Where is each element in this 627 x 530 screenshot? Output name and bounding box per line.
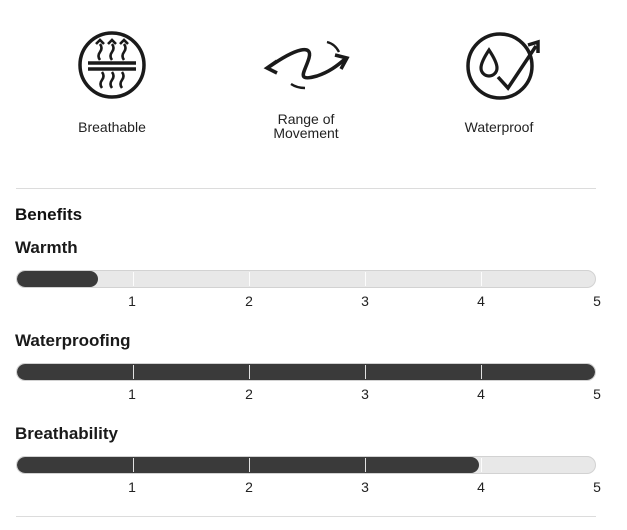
rating-bar — [16, 363, 596, 381]
rating-fill — [17, 271, 98, 287]
scale-tick — [365, 365, 366, 379]
scale-tick — [133, 272, 134, 286]
benefit-waterproofing: Waterproofing 1 2 3 4 5 — [0, 331, 627, 421]
scale-label-1: 1 — [128, 386, 136, 402]
scale-tick — [365, 272, 366, 286]
scale-label-3: 3 — [361, 386, 369, 402]
scale-tick — [481, 272, 482, 286]
feature-label-range-line2: Movement — [273, 125, 339, 141]
breathable-icon — [78, 31, 146, 99]
bottom-divider — [16, 516, 596, 517]
section-divider — [16, 188, 596, 189]
features-section: Breathable Range of Movement Waterproof — [0, 0, 627, 175]
waterproof-icon — [466, 32, 540, 100]
benefit-breathability: Breathability 1 2 3 4 5 — [0, 424, 627, 514]
scale-tick — [249, 272, 250, 286]
scale-label-3: 3 — [361, 293, 369, 309]
rating-fill — [17, 457, 480, 473]
feature-breathable: Breathable — [32, 30, 192, 134]
scale-label-4: 4 — [477, 386, 485, 402]
scale-label-4: 4 — [477, 479, 485, 495]
scale-tick — [249, 458, 250, 472]
scale-label-3: 3 — [361, 479, 369, 495]
feature-label-breathable: Breathable — [78, 119, 146, 135]
feature-label-range-line1: Range of — [277, 111, 335, 127]
scale-tick — [133, 365, 134, 379]
rating-bar — [16, 270, 596, 288]
scale-label-2: 2 — [245, 293, 253, 309]
scale-tick — [365, 458, 366, 472]
scale-label-1: 1 — [128, 479, 136, 495]
benefit-title: Breathability — [15, 424, 118, 443]
rating-bar — [16, 456, 596, 474]
feature-range-of-movement: Range of Movement — [226, 30, 386, 140]
scale-tick — [133, 458, 134, 472]
rating-fill — [17, 364, 595, 380]
benefit-warmth: Warmth 1 2 3 4 5 — [0, 238, 627, 328]
scale-label-2: 2 — [245, 479, 253, 495]
scale-label-2: 2 — [245, 386, 253, 402]
benefit-title: Warmth — [15, 238, 78, 257]
benefit-title: Waterproofing — [15, 331, 131, 350]
scale-tick — [249, 365, 250, 379]
scale-label-4: 4 — [477, 293, 485, 309]
range-of-movement-icon — [263, 40, 350, 90]
feature-waterproof: Waterproof — [419, 30, 579, 134]
benefits-heading: Benefits — [15, 205, 83, 224]
scale-tick — [481, 458, 482, 472]
scale-label-5: 5 — [593, 293, 601, 309]
scale-label-5: 5 — [593, 386, 601, 402]
scale-label-5: 5 — [593, 479, 601, 495]
feature-label-waterproof: Waterproof — [464, 119, 534, 135]
scale-tick — [481, 365, 482, 379]
scale-label-1: 1 — [128, 293, 136, 309]
